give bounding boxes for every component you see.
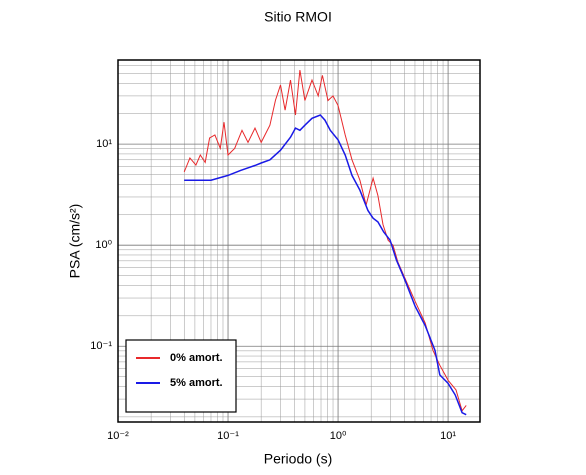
- series-line: [183, 70, 467, 412]
- y-tick-label: 10⁰: [95, 239, 112, 251]
- legend-box: [125, 339, 237, 413]
- x-tick-label: 10⁻¹: [217, 430, 239, 442]
- series-line: [184, 114, 467, 416]
- y-tick-label: 10⁻¹: [90, 340, 112, 352]
- y-tick-label: 10¹: [96, 138, 112, 150]
- x-tick-label: 10¹: [440, 430, 456, 442]
- legend-label: 5% amort.: [170, 377, 223, 389]
- y-axis-label: PSA (cm/s²): [67, 204, 83, 279]
- legend-label: 0% amort.: [170, 352, 223, 364]
- x-axis-label: Periodo (s): [264, 451, 332, 467]
- chart-title: Sitio RMOI: [264, 9, 332, 25]
- plot-frame: [117, 59, 481, 423]
- x-tick-label: 10⁻²: [107, 430, 129, 442]
- x-tick-label: 10⁰: [330, 430, 347, 442]
